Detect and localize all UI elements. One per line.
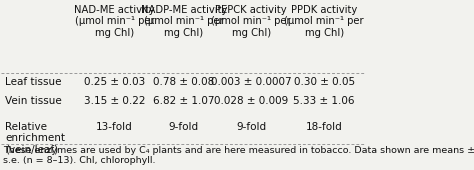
Text: 0.25 ± 0.03: 0.25 ± 0.03 (84, 76, 145, 87)
Text: 18-fold: 18-fold (306, 122, 342, 132)
Text: NADP-ME activity
(μmol min⁻¹ per
mg Chl): NADP-ME activity (μmol min⁻¹ per mg Chl) (140, 5, 227, 38)
Text: 0.30 ± 0.05: 0.30 ± 0.05 (293, 76, 355, 87)
Text: PPDK activity
(μmol min⁻¹ per
mg Chl): PPDK activity (μmol min⁻¹ per mg Chl) (284, 5, 364, 38)
Text: 9-fold: 9-fold (236, 122, 266, 132)
Text: NAD-ME activity
(μmol min⁻¹ per
mg Chl): NAD-ME activity (μmol min⁻¹ per mg Chl) (74, 5, 155, 38)
Text: Vein tissue: Vein tissue (5, 96, 62, 106)
Text: 13-fold: 13-fold (96, 122, 133, 132)
Text: 9-fold: 9-fold (169, 122, 199, 132)
Text: These enzymes are used by C₄ plants and are here measured in tobacco. Data shown: These enzymes are used by C₄ plants and … (3, 146, 474, 165)
Text: 0.003 ± 0.0007: 0.003 ± 0.0007 (211, 76, 292, 87)
Text: 0.78 ± 0.08: 0.78 ± 0.08 (153, 76, 214, 87)
Text: 0.028 ± 0.009: 0.028 ± 0.009 (214, 96, 288, 106)
Text: 6.82 ± 1.07: 6.82 ± 1.07 (153, 96, 214, 106)
Text: 3.15 ± 0.22: 3.15 ± 0.22 (84, 96, 145, 106)
Text: Relative
enrichment
(vein/leaf): Relative enrichment (vein/leaf) (5, 122, 65, 155)
Text: Leaf tissue: Leaf tissue (5, 76, 62, 87)
Text: 5.33 ± 1.06: 5.33 ± 1.06 (293, 96, 355, 106)
Text: PEPCK activity
(μmol min⁻¹ per
mg Chl): PEPCK activity (μmol min⁻¹ per mg Chl) (211, 5, 291, 38)
